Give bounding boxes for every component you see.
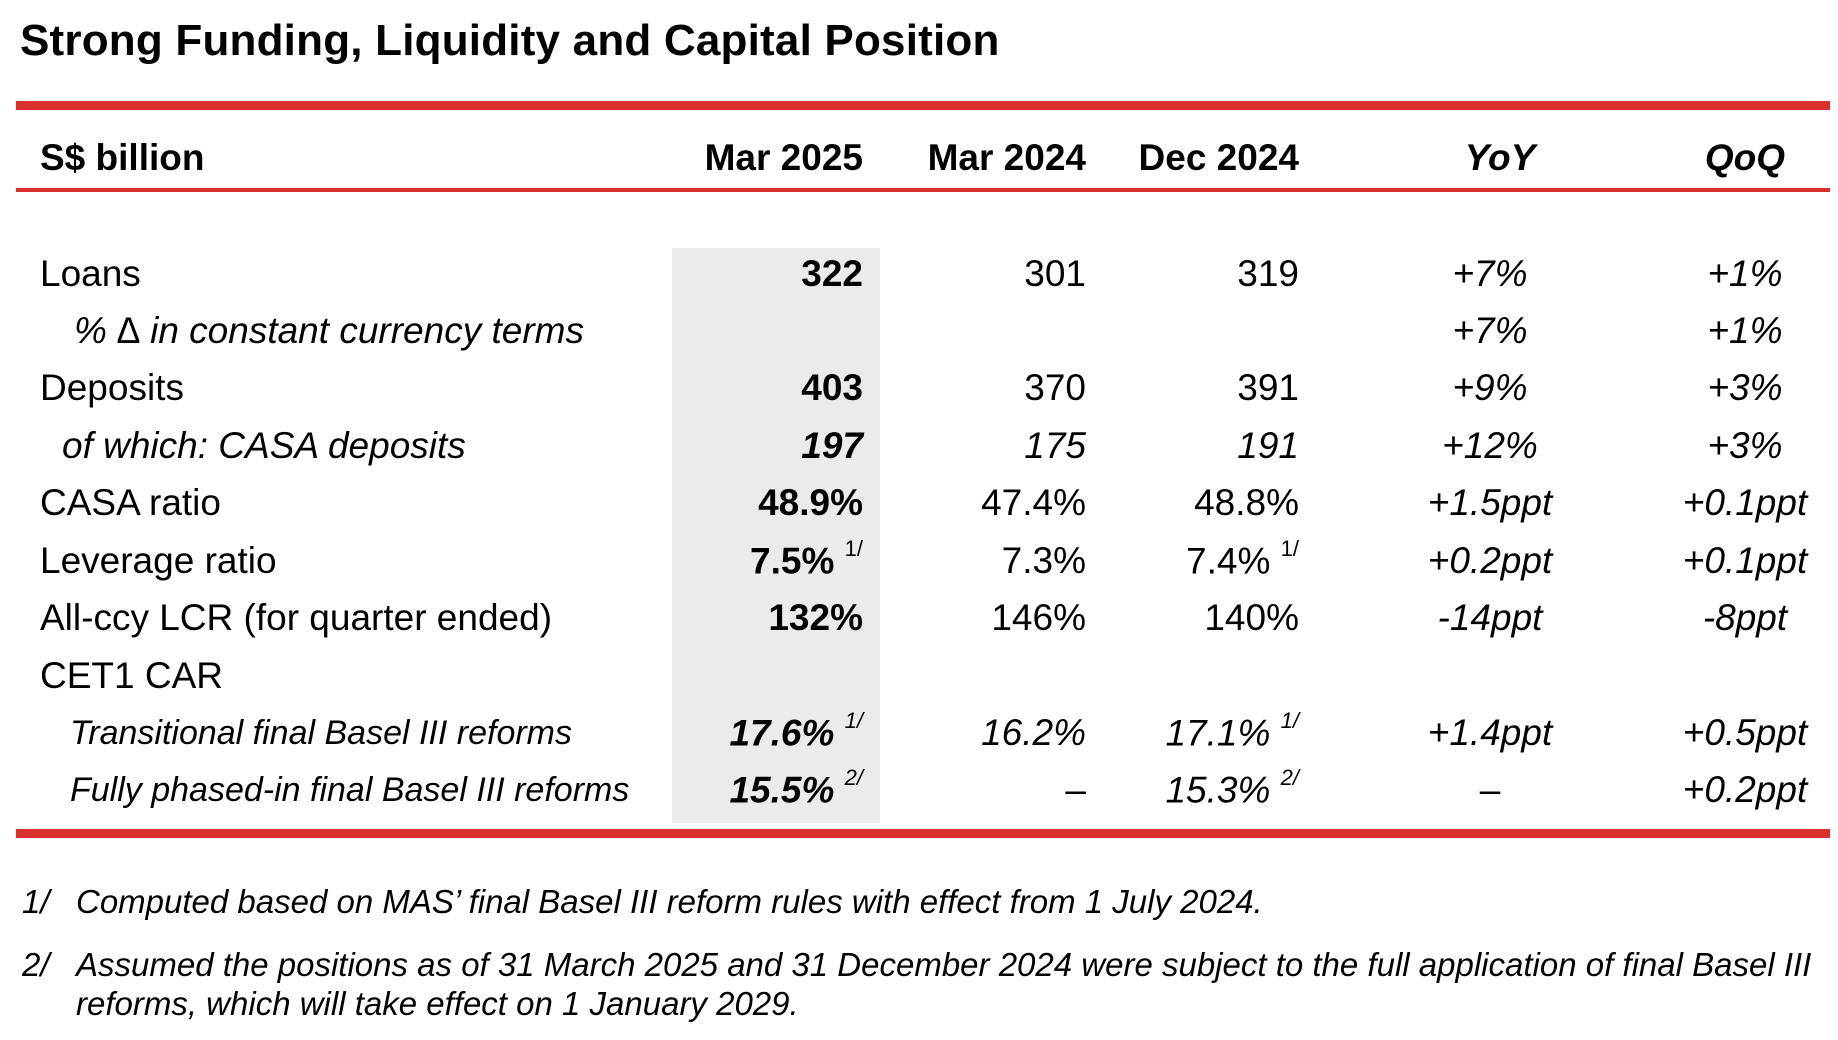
leverage-ratio-mar-2025-value: 7.5% bbox=[750, 540, 835, 582]
constant-currency-yoy: +7% bbox=[1452, 310, 1528, 351]
leverage-ratio-dec-2024-value: 7.4% bbox=[1186, 540, 1271, 582]
casa-deposits-mar-2025: 197 bbox=[801, 425, 863, 466]
leverage-ratio-mar-2024: 7.3% bbox=[1001, 540, 1086, 581]
row-label-fully-phased-in: Fully phased-in final Basel III reforms bbox=[70, 771, 630, 809]
header-yoy: YoY bbox=[1464, 137, 1536, 178]
deposits-dec-2024: 391 bbox=[1237, 367, 1299, 408]
fully-phased-in-dec-2024: 15.3% 2/ bbox=[1090, 767, 1299, 811]
lcr-mar-2024: 146% bbox=[991, 597, 1086, 638]
page-title: Strong Funding, Liquidity and Capital Po… bbox=[20, 16, 1000, 65]
loans-qoq: +1% bbox=[1707, 253, 1783, 294]
transitional-dec-2024-value: 17.1% bbox=[1165, 712, 1271, 754]
transitional-dec-2024: 17.1% 1/ bbox=[1090, 710, 1299, 754]
header-unit-label: S$ billion bbox=[40, 137, 205, 178]
leverage-ratio-qoq: +0.1ppt bbox=[1682, 540, 1808, 581]
constant-currency-qoq: +1% bbox=[1707, 310, 1783, 351]
row-label-deposits: Deposits bbox=[40, 367, 184, 408]
casa-deposits-mar-2024: 175 bbox=[1024, 425, 1086, 466]
row-label-casa-ratio: CASA ratio bbox=[40, 482, 221, 523]
loans-mar-2024: 301 bbox=[1024, 253, 1086, 294]
footnote-2-number: 2/ bbox=[22, 946, 50, 983]
casa-ratio-mar-2024: 47.4% bbox=[981, 482, 1086, 523]
transitional-qoq: +0.5ppt bbox=[1682, 712, 1808, 753]
fully-phased-in-mar-2024: – bbox=[1065, 769, 1086, 810]
header-mar-2024: Mar 2024 bbox=[927, 137, 1086, 178]
fully-phased-in-qoq: +0.2ppt bbox=[1682, 769, 1808, 810]
leverage-ratio-yoy: +0.2ppt bbox=[1427, 540, 1553, 581]
lcr-mar-2025: 132% bbox=[768, 597, 863, 638]
deposits-qoq: +3% bbox=[1707, 367, 1783, 408]
top-divider bbox=[16, 101, 1830, 110]
leverage-ratio-dec-2024: 7.4% 1/ bbox=[1090, 538, 1299, 582]
casa-deposits-dec-2024: 191 bbox=[1237, 425, 1299, 466]
lcr-yoy: -14ppt bbox=[1437, 597, 1543, 638]
header-dec-2024: Dec 2024 bbox=[1138, 137, 1299, 178]
footnote-ref: 1/ bbox=[844, 536, 863, 561]
casa-ratio-yoy: +1.5ppt bbox=[1427, 482, 1553, 523]
leverage-ratio-mar-2025: 7.5% 1/ bbox=[660, 538, 863, 582]
row-label-leverage-ratio: Leverage ratio bbox=[40, 540, 277, 581]
fully-phased-in-yoy: – bbox=[1479, 769, 1501, 810]
footnote-ref: 1/ bbox=[1280, 536, 1299, 561]
row-label-constant-currency: % ∆ in constant currency terms bbox=[74, 310, 584, 351]
loans-dec-2024: 319 bbox=[1237, 253, 1299, 294]
row-label-casa-deposits: of which: CASA deposits bbox=[62, 425, 466, 466]
header-mar-2025: Mar 2025 bbox=[704, 137, 863, 178]
footnote-ref: 1/ bbox=[1280, 708, 1299, 733]
bottom-divider bbox=[16, 829, 1830, 838]
casa-ratio-mar-2025: 48.9% bbox=[758, 482, 863, 523]
row-label-loans: Loans bbox=[40, 253, 141, 294]
deposits-mar-2024: 370 bbox=[1024, 367, 1086, 408]
transitional-yoy: +1.4ppt bbox=[1427, 712, 1553, 753]
current-period-highlight bbox=[672, 248, 880, 823]
casa-deposits-qoq: +3% bbox=[1707, 425, 1783, 466]
row-label-lcr: All-ccy LCR (for quarter ended) bbox=[40, 597, 553, 638]
footnote-ref: 2/ bbox=[844, 765, 863, 790]
fully-phased-in-dec-2024-value: 15.3% bbox=[1165, 769, 1271, 811]
row-label-transitional: Transitional final Basel III reforms bbox=[70, 714, 572, 752]
transitional-mar-2024: 16.2% bbox=[981, 712, 1086, 753]
header-qoq: QoQ bbox=[1704, 137, 1786, 178]
fully-phased-in-mar-2025-value: 15.5% bbox=[729, 769, 835, 811]
loans-mar-2025: 322 bbox=[801, 253, 863, 294]
deposits-mar-2025: 403 bbox=[801, 367, 863, 408]
transitional-mar-2025: 17.6% 1/ bbox=[660, 710, 863, 754]
casa-ratio-dec-2024: 48.8% bbox=[1194, 482, 1299, 523]
row-label-cet1-car: CET1 CAR bbox=[40, 655, 223, 696]
lcr-qoq: -8ppt bbox=[1702, 597, 1788, 638]
casa-ratio-qoq: +0.1ppt bbox=[1682, 482, 1808, 523]
fully-phased-in-mar-2025: 15.5% 2/ bbox=[660, 767, 863, 811]
loans-yoy: +7% bbox=[1452, 253, 1528, 294]
footnote-1-number: 1/ bbox=[22, 883, 50, 920]
transitional-mar-2025-value: 17.6% bbox=[729, 712, 835, 754]
casa-deposits-yoy: +12% bbox=[1442, 425, 1538, 466]
header-divider bbox=[16, 188, 1830, 192]
lcr-dec-2024: 140% bbox=[1204, 597, 1299, 638]
footnote-ref: 1/ bbox=[844, 708, 863, 733]
footnote-ref: 2/ bbox=[1280, 765, 1299, 790]
deposits-yoy: +9% bbox=[1452, 367, 1528, 408]
footnote-1-text: Computed based on MAS’ final Basel III r… bbox=[76, 883, 1263, 920]
footnote-2-text: Assumed the positions as of 31 March 202… bbox=[76, 946, 1812, 1022]
